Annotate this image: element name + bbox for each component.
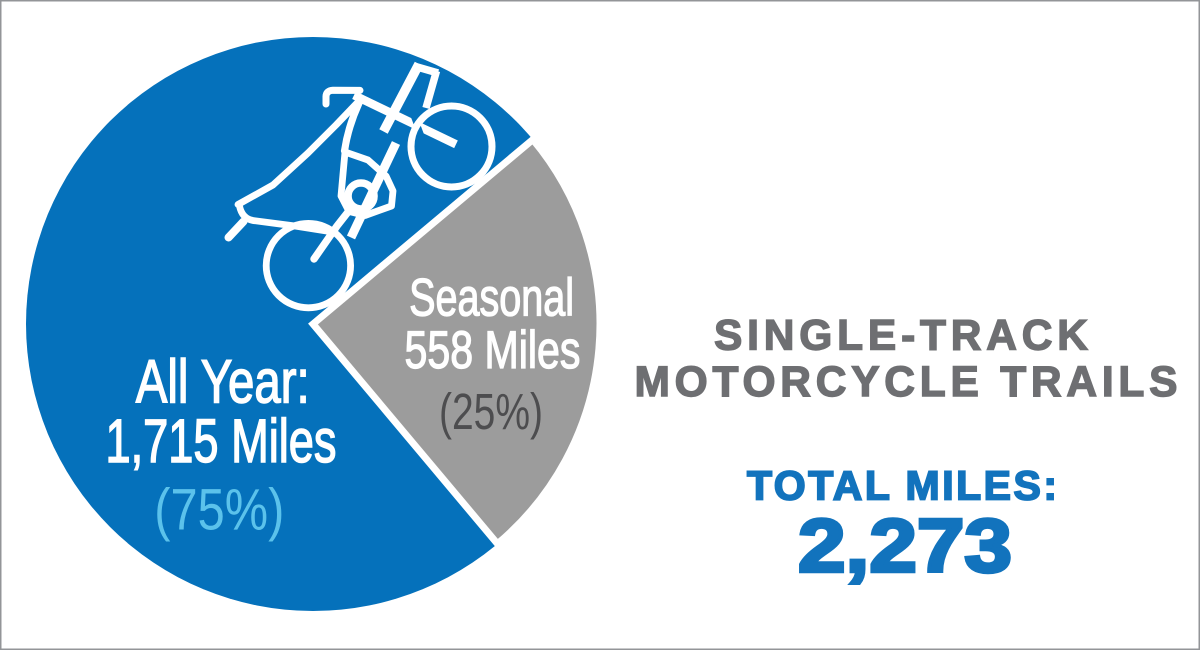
svg-text:Seasonal: Seasonal	[409, 268, 574, 327]
svg-text:(25%): (25%)	[439, 383, 543, 440]
svg-text:1,715 Miles: 1,715 Miles	[106, 407, 337, 475]
svg-text:All Year:: All Year:	[136, 348, 310, 416]
svg-text:2,273: 2,273	[798, 503, 1012, 587]
svg-text:TOTAL MILES:: TOTAL MILES:	[747, 463, 1057, 509]
svg-text:558 Miles: 558 Miles	[405, 321, 581, 380]
svg-text:(75%): (75%)	[154, 478, 284, 543]
svg-text:SINGLE-TRACK: SINGLE-TRACK	[714, 313, 1088, 360]
svg-text:MOTORCYCLE TRAILS: MOTORCYCLE TRAILS	[635, 359, 1178, 406]
